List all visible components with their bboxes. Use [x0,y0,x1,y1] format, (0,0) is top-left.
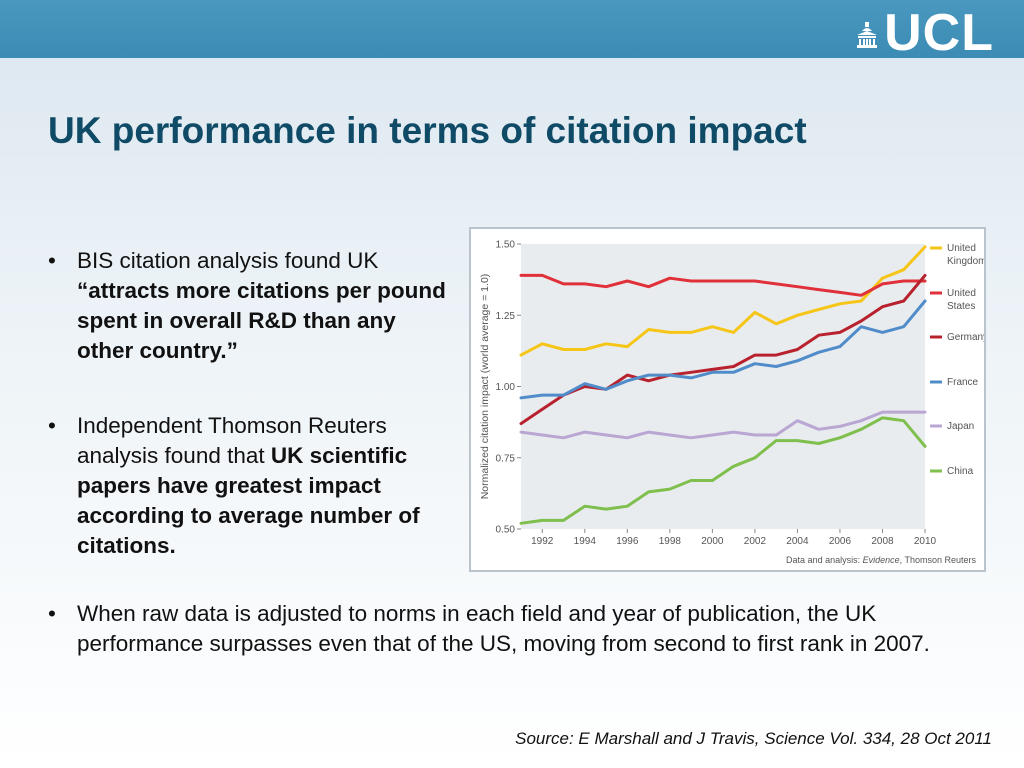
logo-text: UCL [884,4,994,62]
x-tick-label: 2002 [744,536,767,547]
y-tick-label: 1.50 [496,240,516,251]
bullet-emphasis: UK scientific papers have greatest impac… [77,443,420,558]
bullet-item: • Independent Thomson Reuters analysis f… [48,411,458,561]
bullet-list-1: • BIS citation analysis found UK “attrac… [48,246,458,366]
series-line [519,245,927,357]
y-axis-label: Normalized citation impact (world averag… [479,274,491,500]
chart-credit: Data and analysis: Evidence, Thomson Reu… [786,555,976,565]
ucl-logo: UCL [856,4,994,62]
y-tick-label: 1.25 [496,311,516,322]
x-tick-label: 2004 [786,536,809,547]
series-line [519,416,927,525]
portico-icon [857,22,878,48]
y-tick-label: 1.00 [496,382,516,393]
legend-label: Japan [947,421,974,432]
bullet-item: • BIS citation analysis found UK “attrac… [48,246,458,366]
bullet-marker: • [48,413,56,438]
legend-label: United [947,288,976,299]
x-tick-label: 1992 [531,536,554,547]
bullet-text: BIS citation analysis found UK [77,248,379,273]
series-line [519,299,927,400]
header-bar [0,0,1024,58]
bullet-text: Independent Thomson Reuters analysis fou… [77,413,387,468]
x-tick-label: 2006 [829,536,852,547]
x-tick-label: 1996 [616,536,639,547]
source-citation: Source: E Marshall and J Travis, Science… [515,729,992,748]
x-tick-label: 1998 [659,536,682,547]
bullet-list-2: • Independent Thomson Reuters analysis f… [48,411,458,561]
legend-label: Kingdom [947,256,984,267]
x-tick-label: 2010 [914,536,937,547]
legend-label: United [947,243,976,254]
x-tick-label: 2008 [871,536,894,547]
bullet-item: • When raw data is adjusted to norms in … [48,599,988,659]
slide-title: UK performance in terms of citation impa… [48,110,807,151]
bullet-list-3: • When raw data is adjusted to norms in … [48,599,988,659]
legend-label: China [947,466,974,477]
series-line [519,273,927,426]
citation-impact-chart: 0.50 0.75 1.00 1.25 1.50 1992 1994 1996 1998 2000… [469,227,986,572]
series-line [519,410,927,440]
y-tick-label: 0.50 [496,525,516,536]
bullet-marker: • [48,601,56,626]
series-line [519,273,927,297]
legend-label: Germany [947,332,984,343]
bullet-emphasis: “attracts more citations per pound spent… [77,278,446,363]
x-tick-label: 2000 [701,536,724,547]
x-tick-label: 1994 [574,536,597,547]
bullet-text: When raw data is adjusted to norms in ea… [77,601,930,656]
chart-canvas: 0.50 0.75 1.00 1.25 1.50 1992 1994 1996 1998 2000… [479,240,984,566]
y-tick-label: 0.75 [496,453,516,464]
legend-label: France [947,377,979,388]
bullet-marker: • [48,248,56,273]
legend-label: States [947,301,975,312]
